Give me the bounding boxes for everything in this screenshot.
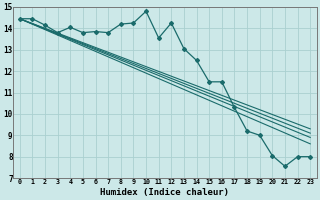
X-axis label: Humidex (Indice chaleur): Humidex (Indice chaleur) [100,188,229,197]
